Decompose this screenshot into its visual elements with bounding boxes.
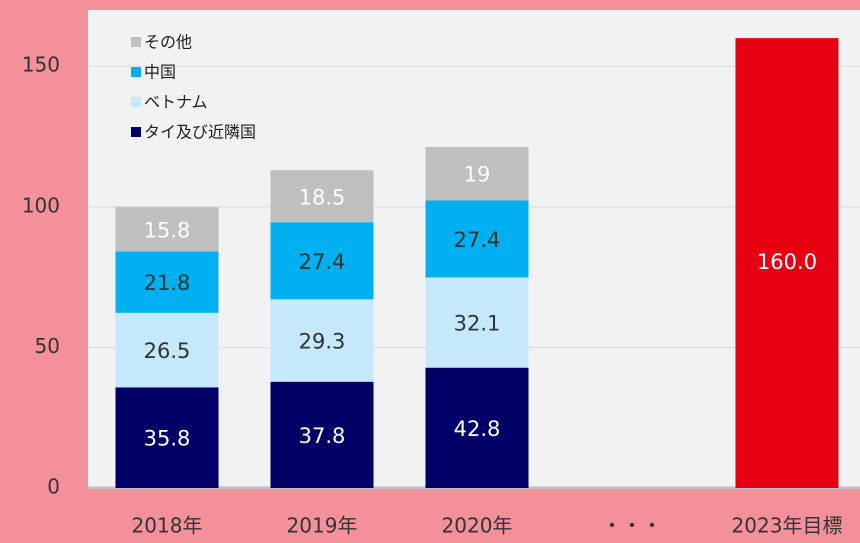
target-bar — [735, 38, 839, 488]
legend-swatch — [131, 97, 141, 107]
y-tick-label: 100 — [22, 193, 60, 217]
y-tick-label: 50 — [35, 334, 60, 358]
bar-segment — [425, 277, 529, 368]
legend-label: その他 — [144, 33, 192, 52]
legend-label: タイ及び近隣国 — [144, 123, 256, 142]
value-label: 18.5 — [299, 185, 346, 209]
value-label: 26.5 — [144, 339, 191, 363]
bar-segment — [270, 299, 374, 382]
y-tick-label: 0 — [47, 475, 60, 499]
bar-segment — [270, 381, 374, 488]
bar-segment — [115, 251, 219, 313]
target-label: 160.0 — [757, 250, 817, 274]
legend-swatch — [131, 67, 141, 77]
value-label: 32.1 — [454, 312, 501, 336]
legend-label: ベトナム — [144, 93, 208, 112]
value-label: 29.3 — [299, 330, 346, 354]
value-label: 42.8 — [454, 417, 501, 441]
value-label: 27.4 — [454, 228, 501, 252]
value-label: 15.8 — [144, 218, 191, 242]
bar-segment — [270, 222, 374, 300]
x-tick-label: 2020年 — [442, 514, 513, 538]
value-label: 21.8 — [144, 271, 191, 295]
x-tick-label: 2023年目標 — [732, 514, 843, 538]
y-tick-label: 150 — [22, 53, 60, 77]
bar-segment — [115, 312, 219, 388]
x-tick-label: 2019年 — [287, 514, 358, 538]
x-tick-label: ・・・ — [602, 514, 662, 538]
value-label: 19 — [464, 163, 491, 187]
bar-segment — [115, 207, 219, 252]
bar-segment — [270, 170, 374, 223]
bar-segment — [425, 146, 529, 201]
bar-segment — [115, 387, 219, 488]
bar-segment — [425, 200, 529, 278]
legend-label: 中国 — [144, 63, 176, 82]
legend-swatch — [131, 127, 141, 137]
bar-segment — [425, 367, 529, 488]
value-label: 35.8 — [144, 427, 191, 451]
value-label: 27.4 — [299, 250, 346, 274]
x-tick-label: 2018年 — [132, 514, 203, 538]
legend-swatch — [131, 37, 141, 47]
value-label: 37.8 — [299, 424, 346, 448]
